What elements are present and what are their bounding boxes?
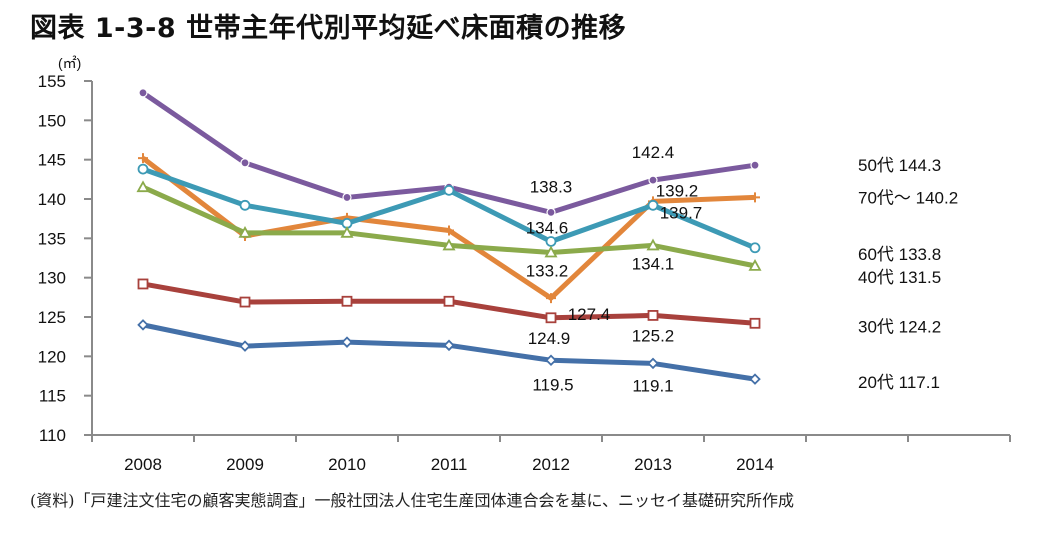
y-tick-label: 125 bbox=[38, 308, 66, 327]
data-point bbox=[137, 278, 149, 290]
y-tick-label: 120 bbox=[38, 347, 66, 366]
y-tick-label: 150 bbox=[38, 111, 66, 130]
y-tick-label: 145 bbox=[38, 151, 66, 170]
series-end-label: 40代 131.5 bbox=[858, 268, 941, 287]
data-label: 124.9 bbox=[528, 329, 571, 348]
series-20代 bbox=[137, 319, 761, 385]
data-point bbox=[341, 336, 353, 348]
data-point bbox=[137, 319, 149, 331]
y-axis-unit-label: (㎡) bbox=[58, 55, 81, 71]
data-point bbox=[240, 158, 250, 168]
data-label: 119.5 bbox=[532, 375, 573, 394]
y-tick-label: 115 bbox=[39, 387, 66, 406]
y-tick-label: 130 bbox=[38, 269, 66, 288]
series-lines bbox=[136, 88, 762, 385]
data-label: 138.3 bbox=[530, 177, 573, 196]
series-end-label: 50代 144.3 bbox=[858, 156, 941, 175]
data-point bbox=[443, 184, 455, 196]
data-label: 142.4 bbox=[632, 143, 675, 162]
data-point bbox=[749, 242, 761, 254]
data-point bbox=[238, 225, 252, 238]
x-tick-label: 2012 bbox=[532, 455, 570, 474]
data-point bbox=[138, 153, 148, 164]
y-tick-label: 110 bbox=[39, 426, 66, 445]
x-tick-label: 2014 bbox=[736, 455, 774, 474]
data-label: 127.4 bbox=[568, 305, 611, 324]
series-end-label: 20代 117.1 bbox=[858, 373, 940, 392]
data-label: 139.7 bbox=[660, 203, 703, 222]
series-40代 bbox=[136, 180, 762, 271]
data-point bbox=[443, 339, 455, 352]
series-30代 bbox=[137, 278, 761, 329]
data-point bbox=[342, 192, 352, 203]
x-tick-label: 2008 bbox=[124, 455, 162, 474]
data-point bbox=[136, 180, 150, 193]
data-label: 134.6 bbox=[526, 218, 569, 237]
data-point bbox=[647, 199, 659, 211]
data-point bbox=[544, 245, 558, 258]
y-tick-label: 155 bbox=[38, 72, 66, 91]
data-point bbox=[138, 88, 148, 98]
data-point bbox=[748, 259, 762, 271]
x-tick-label: 2013 bbox=[634, 455, 672, 474]
data-point bbox=[750, 192, 760, 203]
data-point bbox=[545, 312, 557, 324]
data-point bbox=[137, 163, 149, 175]
data-point bbox=[750, 160, 760, 170]
data-label: 133.2 bbox=[526, 261, 569, 280]
data-label: 119.1 bbox=[632, 376, 673, 395]
data-point bbox=[239, 296, 251, 308]
x-tick-label: 2009 bbox=[226, 455, 264, 474]
series-60代 bbox=[137, 163, 761, 254]
y-tick-label: 140 bbox=[38, 190, 66, 209]
data-point bbox=[545, 236, 557, 247]
series-end-label: 70代〜 140.2 bbox=[858, 188, 958, 207]
data-labels: 138.3 142.4 50代 144.3 127.4 139.7 70代〜 140.2 1… bbox=[526, 143, 958, 395]
data-point bbox=[341, 295, 353, 307]
data-point bbox=[546, 293, 556, 304]
data-point bbox=[647, 310, 659, 321]
data-point bbox=[443, 295, 455, 307]
data-point bbox=[647, 357, 659, 370]
data-point bbox=[442, 238, 456, 251]
source-note: (資料)「戸建注文住宅の顧客実態調査」一般社団法人住宅生産団体連合会を基に、ニッ… bbox=[30, 491, 795, 510]
series-end-label: 60代 133.8 bbox=[858, 245, 941, 264]
data-point bbox=[239, 199, 251, 211]
x-tick-label: 2011 bbox=[431, 455, 468, 474]
y-tick-label: 135 bbox=[38, 229, 66, 248]
data-point bbox=[648, 175, 658, 185]
data-point bbox=[545, 354, 557, 367]
data-label: 139.2 bbox=[656, 181, 699, 200]
data-point bbox=[646, 238, 660, 251]
x-tick-label: 2010 bbox=[328, 455, 366, 474]
series-end-label: 30代 124.2 bbox=[858, 317, 941, 336]
data-point bbox=[546, 207, 556, 217]
data-point bbox=[749, 317, 761, 329]
chart-title: 図表 1-3-8 世帯主年代別平均延べ床面積の推移 bbox=[30, 13, 627, 44]
data-point bbox=[340, 225, 354, 238]
data-point bbox=[239, 340, 251, 352]
axes: 110 115 120 125 130 135 140 145 150 155(㎡) 2008 200… bbox=[38, 55, 1011, 474]
data-label: 125.2 bbox=[632, 326, 675, 345]
data-label: 134.1 bbox=[632, 254, 675, 273]
data-point bbox=[749, 373, 761, 385]
data-point bbox=[444, 225, 454, 236]
